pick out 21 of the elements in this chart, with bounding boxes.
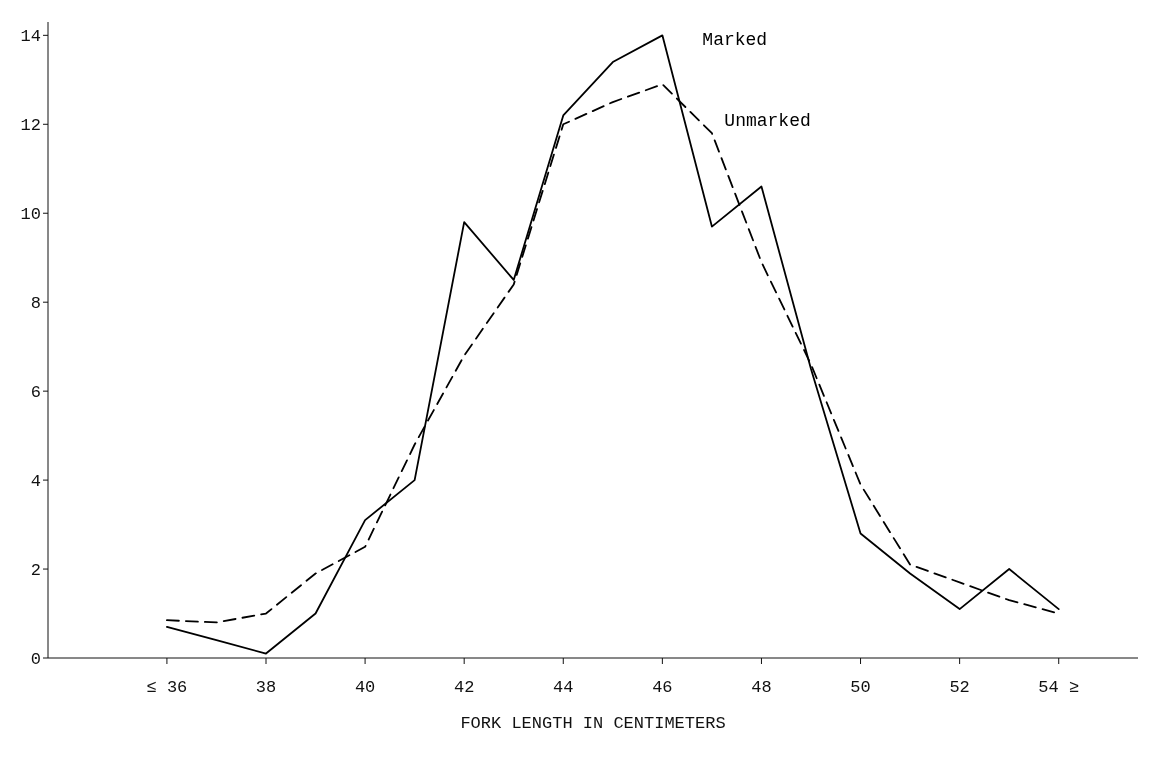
x-tick-label: 44 [553,678,574,698]
y-tick-label: 8 [30,294,41,314]
y-tick-label: 0 [30,650,41,670]
y-tick-label: 2 [30,561,41,581]
series-label: Unmarked [724,111,811,132]
y-tick-label: 12 [20,116,41,136]
x-tick-label: 52 [949,678,970,698]
x-tick-label: 40 [354,678,376,698]
x-tick-label: 50 [850,678,871,698]
y-tick-label: 14 [20,27,41,47]
x-tick-label: 54 ≥ [1038,678,1080,698]
x-tick-label: 48 [751,678,772,698]
x-tick-label: ≤ 36 [146,678,188,698]
y-tick-label: 10 [20,205,41,225]
y-tick-label: 6 [30,383,41,403]
x-tick-label: 46 [652,678,673,698]
x-tick-label: 42 [453,678,475,698]
x-axis-title: FORK LENGTH IN CENTIMETERS [460,714,726,733]
y-tick-label: 4 [30,472,41,492]
x-tick-label: 38 [255,678,277,698]
series-label: Marked [702,30,768,51]
